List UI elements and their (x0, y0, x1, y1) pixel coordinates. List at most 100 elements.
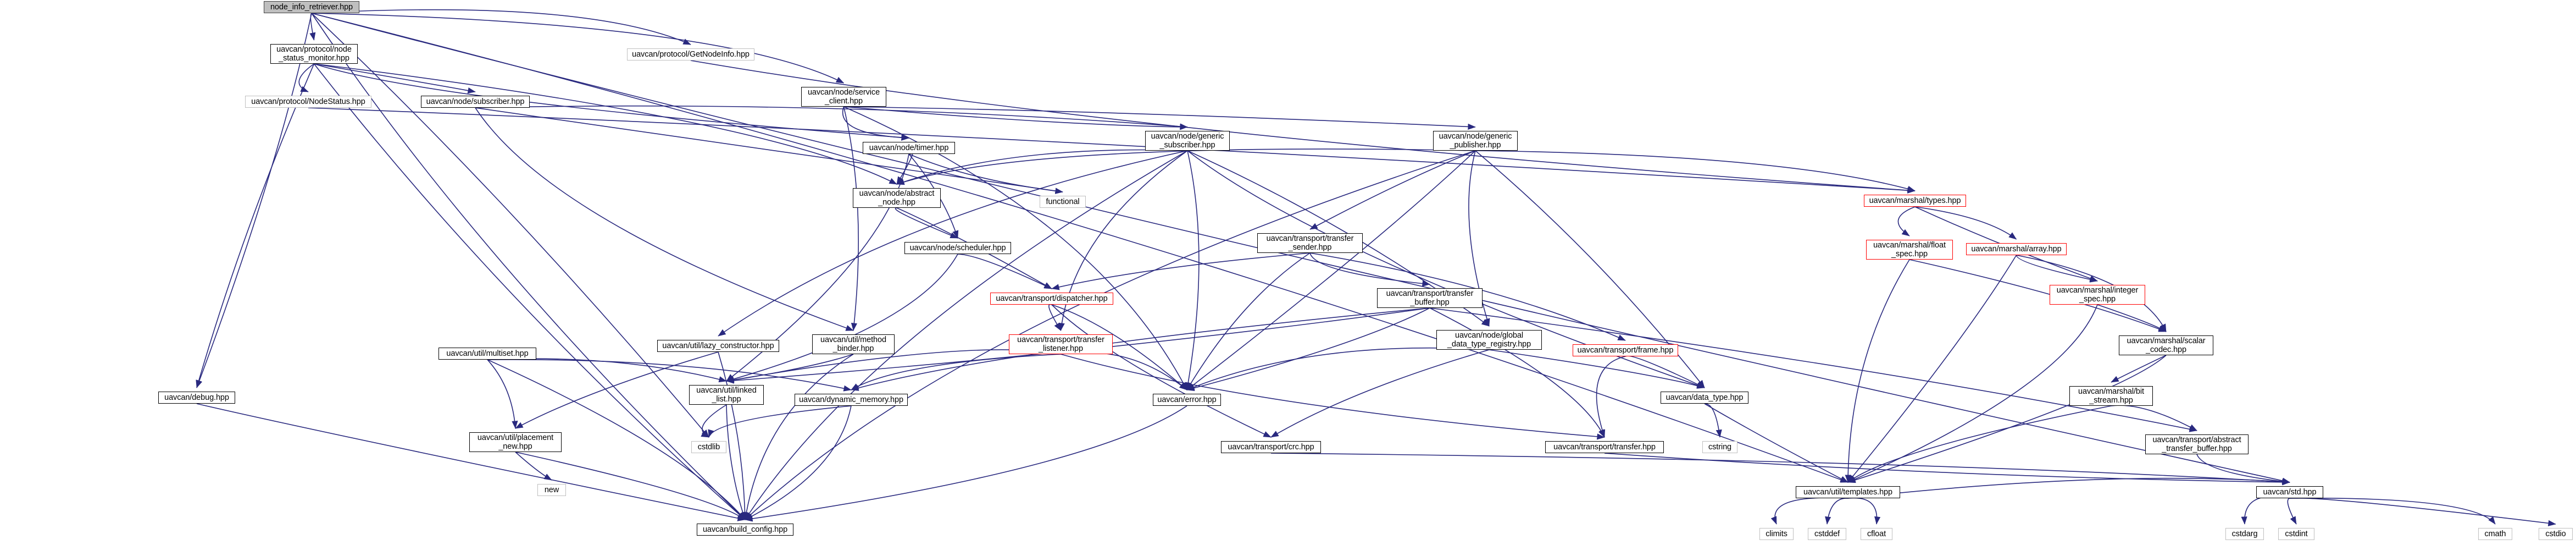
graph-node[interactable]: cmath (2478, 528, 2512, 540)
graph-edge (2097, 304, 2167, 332)
graph-node[interactable]: uavcan/marshal/float _spec.hpp (1866, 240, 1953, 260)
graph-node[interactable]: uavcan/node/abstract _node.hpp (853, 188, 941, 208)
graph-edge (487, 358, 727, 383)
graph-node[interactable]: uavcan/util/placement _new.hpp (469, 432, 562, 452)
graph-node[interactable]: uavcan/transport/transfer _buffer.hpp (1377, 288, 1483, 308)
graph-edge (196, 63, 315, 388)
graph-node[interactable]: uavcan/node/generic _publisher.hpp (1433, 131, 1518, 151)
graph-node[interactable]: uavcan/marshal/integer _spec.hpp (2050, 285, 2145, 305)
graph-node[interactable]: uavcan/node/global _data_type_registry.h… (1436, 330, 1542, 350)
graph-node[interactable]: uavcan/node/service _client.hpp (801, 87, 886, 107)
graph-edge (2289, 497, 2496, 525)
graph-edge (896, 148, 1476, 185)
graph-edge (475, 107, 854, 331)
graph-node[interactable]: uavcan/marshal/bit _stream.hpp (2069, 386, 2153, 406)
graph-node[interactable]: uavcan/node/timer.hpp (863, 142, 955, 154)
graph-edge (487, 359, 518, 429)
graph-edge (311, 9, 691, 45)
graph-edge (1625, 355, 1705, 388)
graph-edge (1429, 307, 1605, 438)
graph-edge (1604, 453, 2290, 486)
graph-node[interactable]: uavcan/protocol/GetNodeInfo.hpp (627, 48, 754, 60)
graph-edge (726, 254, 958, 382)
graph-node[interactable]: uavcan/marshal/scalar _codec.hpp (2119, 335, 2213, 355)
graph-edge (1847, 355, 2167, 483)
graph-node[interactable]: uavcan/debug.hpp (158, 392, 235, 404)
graph-edge (895, 207, 958, 239)
graph-node[interactable]: uavcan/util/lazy_constructor.hpp (657, 340, 779, 352)
graph-node[interactable]: uavcan/transport/transfer _listener.hpp (1009, 334, 1113, 354)
graph-edge (726, 404, 746, 520)
graph-edge (1186, 347, 1490, 390)
graph-node[interactable]: uavcan/util/templates.hpp (1796, 486, 1900, 498)
graph-edge (1185, 150, 1200, 390)
graph-node[interactable]: cstdio (2539, 528, 2573, 540)
graph-edge (701, 404, 727, 438)
graph-node[interactable]: node_info_retriever.hpp (264, 1, 359, 13)
graph-node[interactable]: cfloat (1861, 528, 1892, 540)
graph-node[interactable]: uavcan/transport/frame.hpp (1573, 344, 1678, 356)
graph-node[interactable]: uavcan/transport/transfer.hpp (1545, 441, 1664, 453)
graph-edge (743, 354, 854, 520)
graph-edge (311, 13, 845, 84)
graph-node[interactable]: uavcan/dynamic_memory.hpp (795, 394, 908, 406)
graph-edge (690, 60, 1916, 194)
graph-node[interactable]: cstdlib (691, 441, 726, 453)
graph-edge (726, 354, 854, 383)
graph-node[interactable]: uavcan/transport/dispatcher.hpp (990, 293, 1113, 305)
graph-node[interactable]: functional (1040, 196, 1086, 208)
graph-node[interactable]: uavcan/transport/transfer _sender.hpp (1257, 233, 1363, 253)
graph-node[interactable]: cstdarg (2225, 528, 2264, 540)
graph-edge (1309, 150, 1476, 230)
graph-edge (311, 13, 1848, 483)
graph-node[interactable]: cstddef (1808, 528, 1846, 540)
graph-node[interactable]: uavcan/build_config.hpp (697, 524, 793, 536)
graph-node[interactable]: uavcan/node/subscriber.hpp (421, 96, 530, 108)
graph-node[interactable]: uavcan/transport/abstract _transfer_buff… (2145, 434, 2249, 454)
graph-node[interactable]: uavcan/util/linked _list.hpp (689, 385, 764, 405)
graph-edge (308, 107, 1916, 194)
graph-node[interactable]: uavcan/transport/crc.hpp (1221, 441, 1321, 453)
graph-edge (515, 351, 719, 429)
graph-edge (309, 13, 316, 41)
graph-edge (1770, 497, 1848, 525)
graph-edge (851, 354, 1061, 390)
graph-node[interactable]: climits (1759, 528, 1794, 540)
graph-edge (2111, 355, 2167, 383)
graph-edge (475, 105, 1188, 130)
graph-edge (745, 405, 852, 520)
graph-edge (908, 153, 1063, 194)
graph-edge (475, 107, 1063, 194)
graph-node[interactable]: uavcan/std.hpp (2256, 486, 2323, 498)
graph-node[interactable]: uavcan/marshal/types.hpp (1864, 195, 1966, 207)
graph-node[interactable]: uavcan/node/scheduler.hpp (904, 242, 1011, 254)
graph-edge (1847, 497, 1881, 525)
graph-edge (1186, 252, 1311, 390)
graph-edge (1914, 206, 2017, 240)
graph-edge (1845, 259, 1910, 483)
graph-node[interactable]: uavcan/protocol/node _status_monitor.hpp (270, 44, 358, 64)
graph-node[interactable]: uavcan/util/method _binder.hpp (812, 334, 895, 354)
graph-edge (314, 63, 897, 185)
graph-edge (196, 403, 746, 521)
graph-node[interactable]: new (537, 484, 566, 496)
graph-node[interactable]: uavcan/node/generic _subscriber.hpp (1145, 131, 1230, 151)
graph-edge (896, 151, 913, 185)
graph-edge (2196, 454, 2290, 485)
graph-node[interactable]: uavcan/util/multiset.hpp (438, 348, 536, 360)
graph-node[interactable]: cstring (1702, 441, 1737, 453)
graph-edge (1847, 255, 2017, 483)
graph-edge (311, 13, 709, 438)
graph-edge (2289, 497, 2556, 526)
graph-edge (487, 359, 852, 392)
graph-node[interactable]: uavcan/data_type.hpp (1661, 392, 1748, 404)
graph-edge (842, 106, 909, 141)
graph-node[interactable]: uavcan/protocol/NodeStatus.hpp (245, 96, 371, 108)
graph-edge (1429, 307, 2197, 432)
graph-node[interactable]: uavcan/error.hpp (1153, 394, 1221, 406)
graph-edge (726, 349, 1061, 383)
graph-node[interactable]: cstdint (2278, 528, 2314, 540)
graph-edge (1897, 206, 1916, 236)
graph-node[interactable]: uavcan/marshal/array.hpp (1966, 243, 2067, 255)
